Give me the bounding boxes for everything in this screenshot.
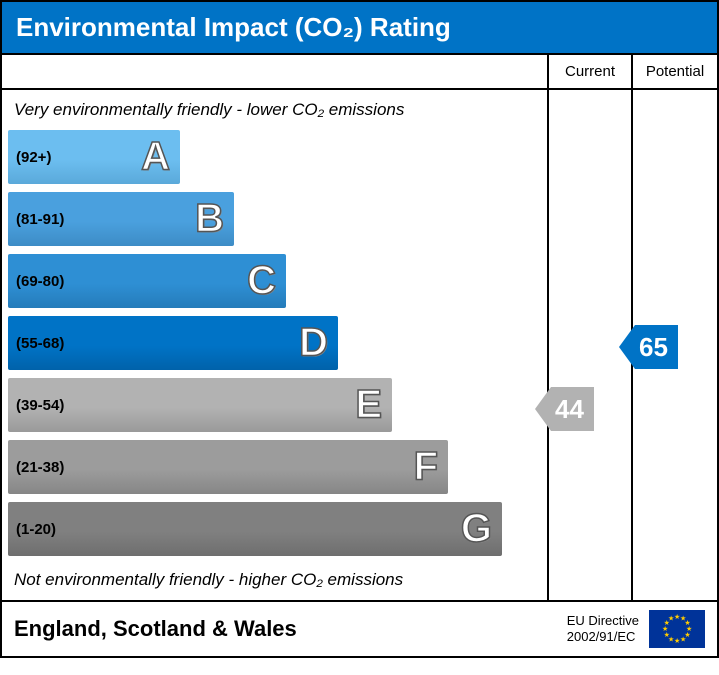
eu-flag-icon: ★★★★★★★★★★★★ xyxy=(649,610,705,648)
band-row-c: (69-80) C xyxy=(2,250,547,312)
chart-cell: Very environmentally friendly - lower CO… xyxy=(2,90,549,600)
band-range-b: (81-91) xyxy=(8,211,64,228)
title-text: Environmental Impact (CO₂) Rating xyxy=(16,12,451,42)
band-row-f: (21-38) F xyxy=(2,436,547,498)
footer-country: England, Scotland & Wales xyxy=(14,616,297,642)
pointer-current-value: 44 xyxy=(551,387,594,431)
title-bar: Environmental Impact (CO₂) Rating xyxy=(2,2,717,53)
band-letter-f: F xyxy=(414,445,438,490)
pointer-current: 44 xyxy=(535,387,594,431)
band-bar-c: (69-80) C xyxy=(8,254,286,308)
band-bar-a: (92+) A xyxy=(8,130,180,184)
directive-line1: EU Directive xyxy=(567,613,639,629)
band-range-d: (55-68) xyxy=(8,335,64,352)
band-row-b: (81-91) B xyxy=(2,188,547,250)
band-bar-g: (1-20) G xyxy=(8,502,502,556)
column-potential: 65 xyxy=(633,90,717,600)
pointer-potential-value: 65 xyxy=(635,325,678,369)
band-letter-d: D xyxy=(299,321,328,366)
band-letter-c: C xyxy=(247,259,276,304)
band-letter-b: B xyxy=(195,197,224,242)
chart-grid: Current Potential Very environmentally f… xyxy=(2,53,717,600)
band-letter-g: G xyxy=(461,507,492,552)
band-bar-f: (21-38) F xyxy=(8,440,448,494)
bottom-note: Not environmentally friendly - higher CO… xyxy=(2,560,547,596)
band-row-d: (55-68) D xyxy=(2,312,547,374)
band-row-a: (92+) A xyxy=(2,126,547,188)
band-bar-d: (55-68) D xyxy=(8,316,338,370)
band-range-e: (39-54) xyxy=(8,397,64,414)
band-range-g: (1-20) xyxy=(8,521,56,538)
band-bar-e: (39-54) E xyxy=(8,378,392,432)
footer-directive: EU Directive 2002/91/EC xyxy=(567,613,639,644)
band-row-e: (39-54) E xyxy=(2,374,547,436)
header-current: Current xyxy=(549,53,633,90)
top-note: Very environmentally friendly - lower CO… xyxy=(2,90,547,126)
footer-right: EU Directive 2002/91/EC ★★★★★★★★★★★★ xyxy=(567,610,705,648)
band-letter-a: A xyxy=(141,135,170,180)
rating-card: Environmental Impact (CO₂) Rating Curren… xyxy=(0,0,719,658)
pointer-potential: 65 xyxy=(619,325,678,369)
band-range-f: (21-38) xyxy=(8,459,64,476)
footer: England, Scotland & Wales EU Directive 2… xyxy=(2,600,717,656)
band-range-a: (92+) xyxy=(8,149,51,166)
band-range-c: (69-80) xyxy=(8,273,64,290)
band-bar-b: (81-91) B xyxy=(8,192,234,246)
header-potential: Potential xyxy=(633,53,717,90)
directive-line2: 2002/91/EC xyxy=(567,629,639,645)
bands-container: (92+) A (81-91) B (69-80) C (55-68) D (39-54) E (2… xyxy=(2,126,547,560)
band-row-g: (1-20) G xyxy=(2,498,547,560)
header-blank xyxy=(2,53,549,90)
band-letter-e: E xyxy=(355,383,382,428)
